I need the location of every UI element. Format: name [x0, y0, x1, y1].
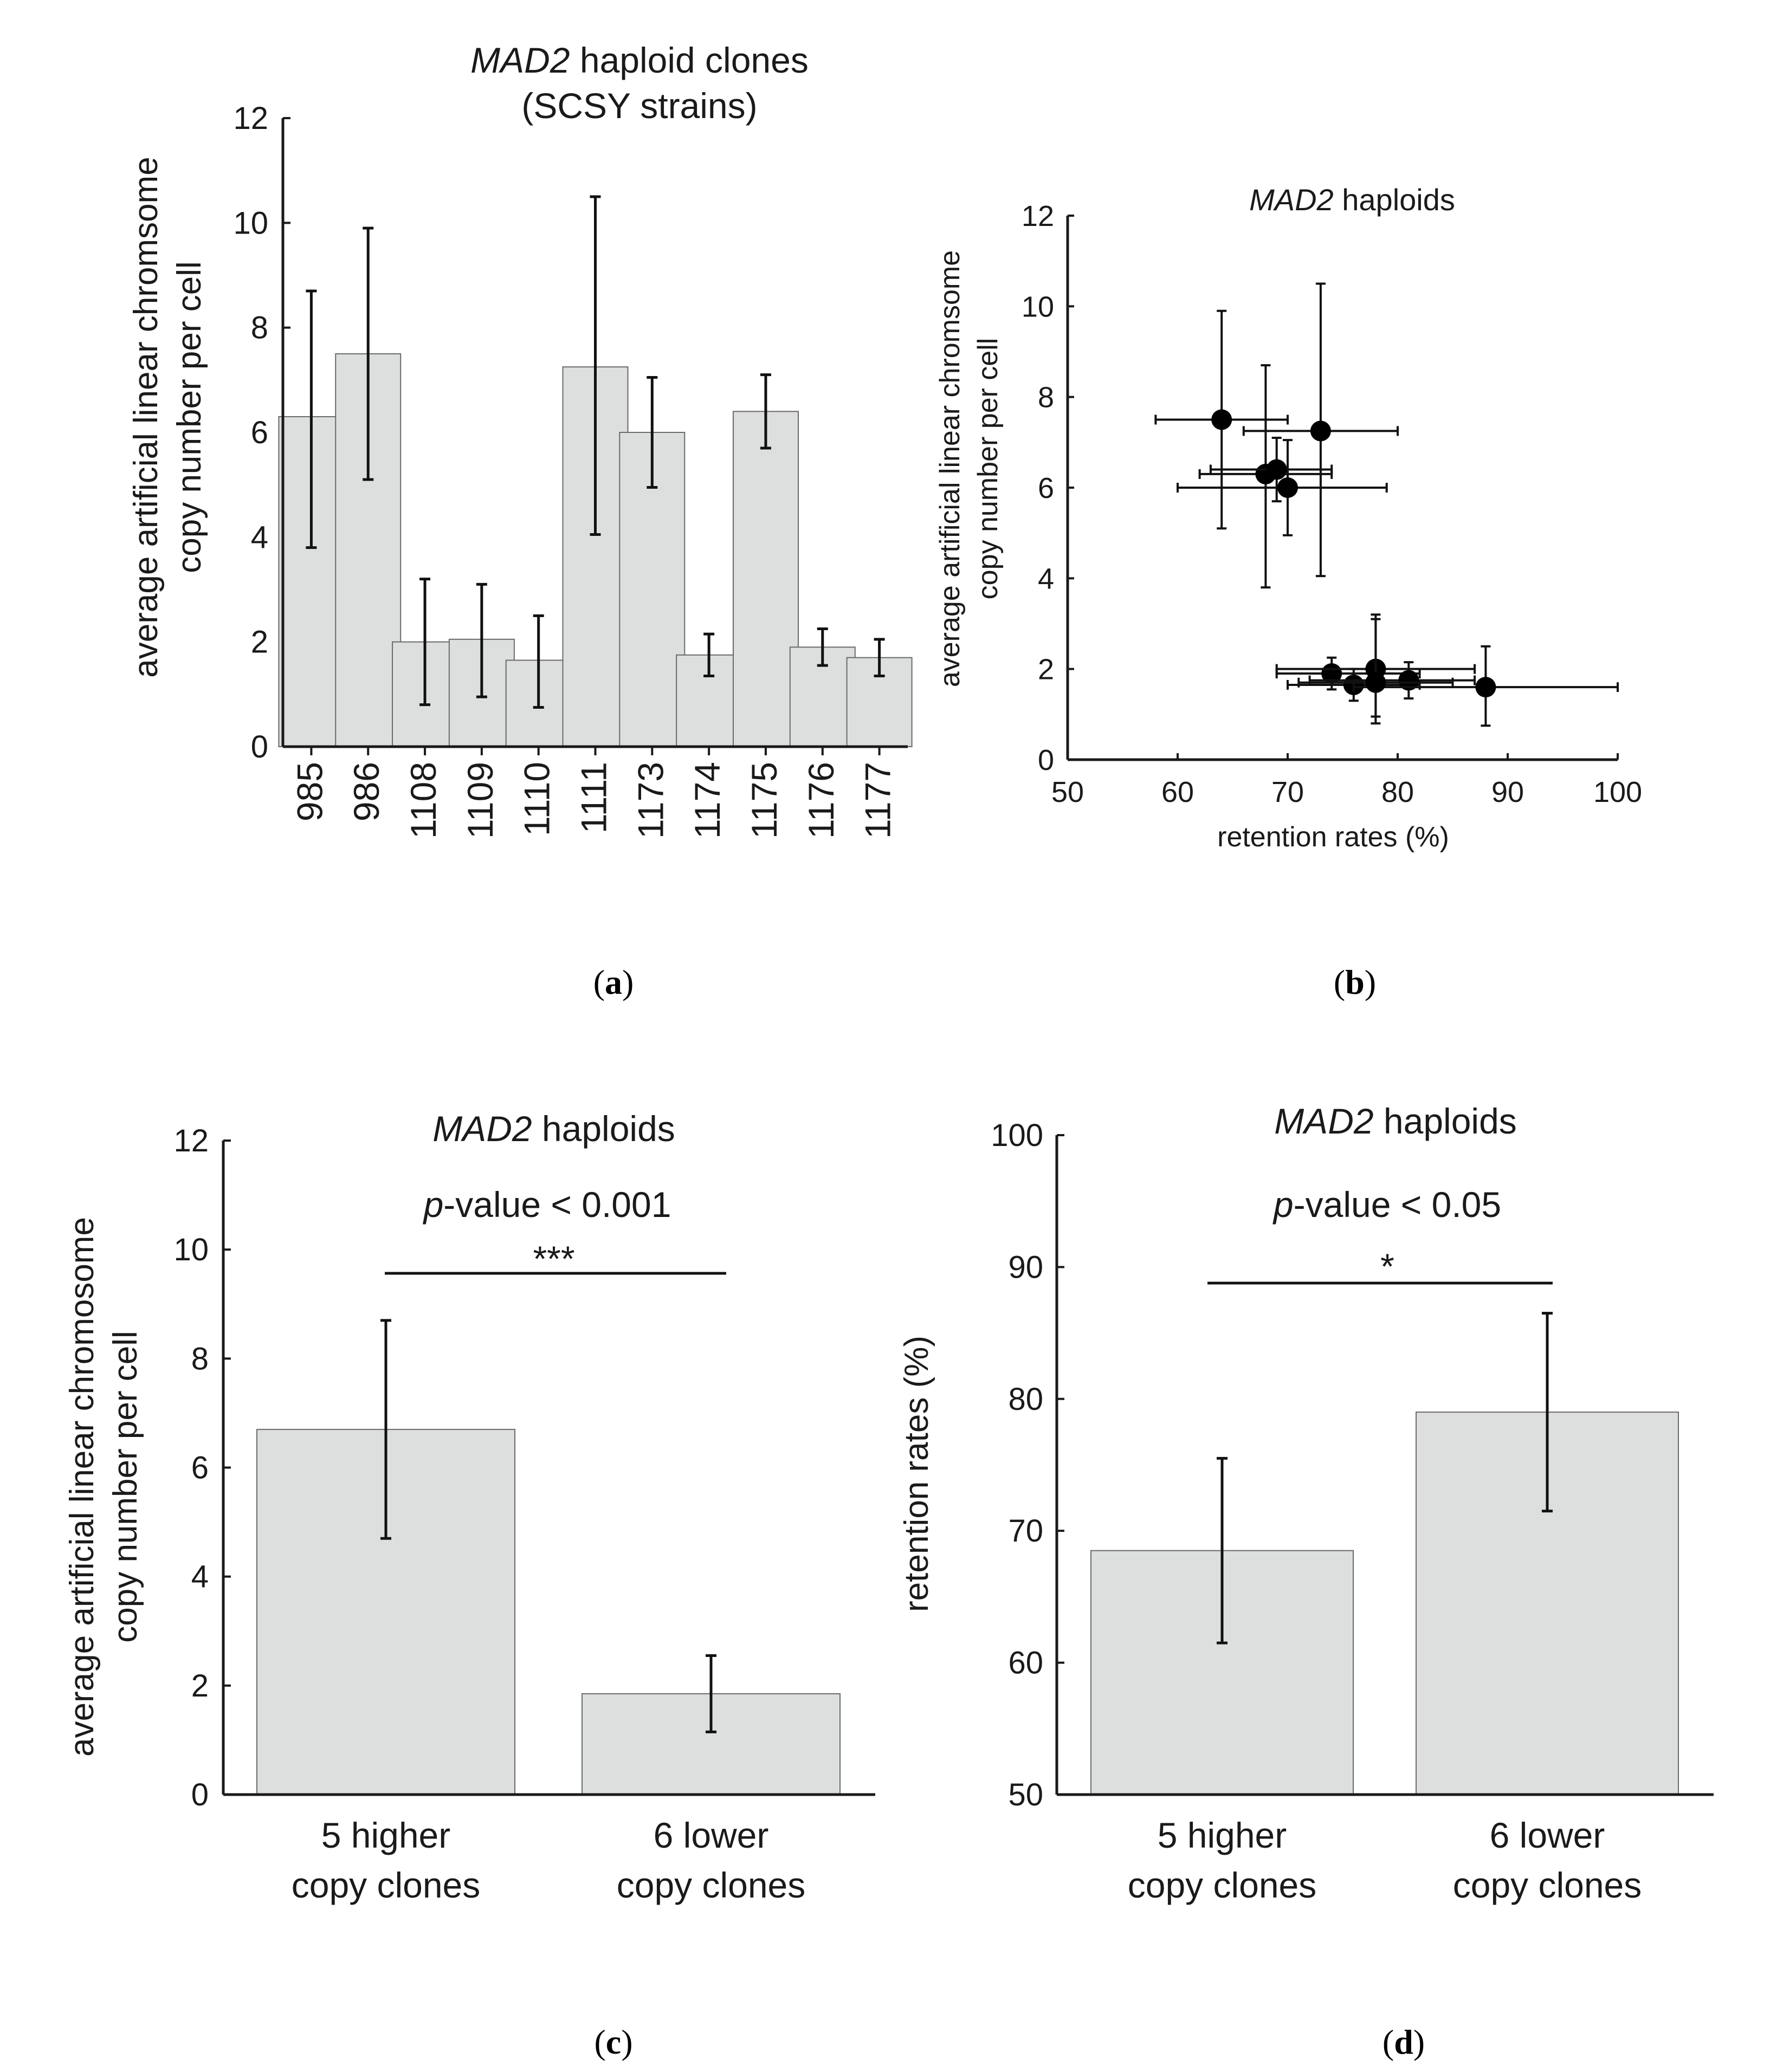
panel-b-point	[1310, 420, 1331, 442]
panel-b-xlabel: retention rates (%)	[1217, 821, 1449, 853]
panel-b-ytick-label: 8	[1038, 381, 1054, 414]
panel-b-xtick-label: 100	[1593, 776, 1642, 808]
panel-a-x-ticks: 985 986 1108 1109 1110 1111 1173 1174 1175 1176 11…	[289, 747, 898, 839]
panel-c-ytick-label: 12	[173, 1123, 209, 1158]
panel-a-chart: MAD2 haploid clones (SCSY strains) avera…	[127, 40, 913, 839]
panel-b-point	[1398, 670, 1419, 691]
panel-c-bars	[256, 1319, 841, 1796]
panel-c-ylabel-line1: average artificial linear chromosome	[63, 1217, 101, 1757]
panel-label-d: (d)	[1383, 2023, 1425, 2061]
panel-d-pvalue: p-value < 0.05	[1272, 1184, 1501, 1225]
panel-d-ylabel: retention rates (%)	[898, 1336, 935, 1612]
panel-a-ytick-label: 2	[251, 625, 268, 660]
panel-c-ytick-label: 2	[191, 1668, 209, 1704]
panel-b-xtick-label: 80	[1381, 776, 1414, 808]
panel-a-ytick-label: 10	[233, 205, 268, 241]
panel-b-point	[1277, 477, 1298, 498]
panel-c-category-line1: 6 lower	[654, 1815, 769, 1855]
panel-c-y-ticks: 0 2 4 6 8 10 12	[173, 1123, 231, 1812]
panel-b-ylabel-line2: copy number per cell	[972, 338, 1004, 600]
panel-b-xtick-label: 50	[1051, 776, 1084, 808]
panel-c-pvalue: p-value < 0.001	[423, 1184, 671, 1225]
panel-d-chart: MAD2 haploids p-value < 0.05 * retention…	[898, 1101, 1714, 1905]
panel-c-categories: 5 higher copy clones 6 lower copy clones	[292, 1815, 806, 1905]
panel-d-categories: 5 higher copy clones 6 lower copy clones	[1128, 1815, 1642, 1905]
panel-a-ytick-label: 4	[251, 520, 268, 555]
panel-c-ytick-label: 0	[191, 1777, 209, 1812]
panel-a-xtick-label: 1175	[744, 762, 784, 839]
panel-a-xtick-label: 1111	[574, 762, 614, 833]
panel-c-category-line2: copy clones	[617, 1865, 806, 1905]
panel-d-ytick-label: 100	[991, 1118, 1043, 1153]
panel-b-ytick-label: 10	[1022, 290, 1054, 323]
panel-a-xtick-label: 986	[346, 762, 386, 821]
panel-b-ytick-label: 6	[1038, 472, 1054, 504]
panel-a-ytick-label: 8	[251, 310, 268, 346]
panel-a-ylabel-line1: average artificial linear chromsome	[127, 157, 165, 677]
panel-a-xtick-label: 1177	[858, 762, 898, 839]
panel-c-ytick-label: 8	[191, 1341, 209, 1376]
panel-a-xtick-label: 1176	[801, 762, 841, 839]
panel-b-xtick-label: 60	[1161, 776, 1194, 808]
panel-a-subtitle: (SCSY strains)	[521, 86, 757, 126]
panel-b-point	[1475, 677, 1496, 698]
panel-d-significance-label: *	[1380, 1246, 1394, 1286]
panel-a-xtick-label: 1108	[403, 762, 443, 839]
panel-b-title: MAD2 haploids	[1249, 183, 1455, 217]
panel-b-ytick-label: 0	[1038, 744, 1054, 776]
panel-c-ytick-label: 6	[191, 1451, 209, 1486]
panel-c-ytick-label: 4	[191, 1559, 209, 1595]
panel-c-ylabel-line2: copy number per cell	[107, 1331, 144, 1643]
panel-c-category-line2: copy clones	[292, 1865, 481, 1905]
panel-c-chart: MAD2 haploids p-value < 0.001 *** averag…	[63, 1109, 875, 1905]
panel-b-point	[1211, 409, 1232, 430]
panel-a-ytick-label: 0	[251, 729, 268, 765]
panel-a-xtick-label: 1110	[517, 762, 557, 836]
panel-d-ytick-label: 80	[1008, 1382, 1043, 1417]
panel-c-ytick-label: 10	[173, 1232, 209, 1267]
panel-b-point	[1365, 672, 1386, 693]
panel-a-ytick-label: 6	[251, 415, 268, 450]
panel-b-xtick-label: 70	[1271, 776, 1304, 808]
panel-d-ytick-label: 90	[1008, 1249, 1043, 1285]
panel-b-ytick-label: 12	[1022, 200, 1054, 232]
panel-a-ytick-label: 12	[233, 101, 268, 136]
panel-d-category-line1: 5 higher	[1158, 1815, 1287, 1855]
panel-a-bars	[278, 195, 913, 748]
panel-b-points	[1154, 282, 1619, 727]
panel-a-xtick-label: 1174	[687, 762, 727, 839]
panel-label-b: (b)	[1334, 963, 1376, 1001]
panel-b-ytick-label: 4	[1038, 562, 1054, 595]
panel-c-category-line1: 5 higher	[321, 1815, 451, 1855]
panel-d-bars	[1090, 1312, 1679, 1795]
panel-b-ylabel-line1: average artificial linear chromsome	[934, 250, 966, 687]
panel-b-x-ticks: 50 60 70 80 90 100	[1051, 753, 1642, 808]
panel-d-title: MAD2 haploids	[1274, 1101, 1517, 1141]
panel-d-category-line2: copy clones	[1453, 1865, 1642, 1905]
panel-b-ytick-label: 2	[1038, 653, 1054, 686]
panel-c-title: MAD2 haploids	[432, 1109, 675, 1149]
panel-b-point	[1266, 459, 1287, 480]
panel-d-y-ticks: 50 60 70 80 90 100	[991, 1118, 1064, 1812]
panel-d-category-line2: copy clones	[1128, 1865, 1317, 1905]
panel-a-xtick-label: 1173	[630, 762, 670, 839]
panel-d-ytick-label: 60	[1008, 1646, 1043, 1681]
panel-b-chart: MAD2 haploids average artificial linear …	[934, 183, 1642, 853]
panel-b-y-ticks: 0 2 4 6 8 10 12	[1022, 200, 1074, 776]
panel-a-xtick-label: 985	[289, 762, 330, 821]
panel-d-ytick-label: 70	[1008, 1513, 1043, 1549]
panel-a-y-ticks: 0 2 4 6 8 10 12	[233, 101, 290, 765]
panel-a-title: MAD2 haploid clones	[470, 40, 809, 80]
panel-d-ytick-label: 50	[1008, 1777, 1043, 1812]
panel-d-category-line1: 6 lower	[1490, 1815, 1605, 1855]
panel-a-xtick-label: 1109	[460, 762, 500, 839]
panel-a-ylabel-line2: copy number per cell	[171, 261, 208, 573]
panel-a-bar	[732, 411, 799, 747]
panel-label-a: (a)	[593, 963, 634, 1001]
panel-b-xtick-label: 90	[1491, 776, 1524, 808]
panel-label-c: (c)	[594, 2023, 632, 2061]
